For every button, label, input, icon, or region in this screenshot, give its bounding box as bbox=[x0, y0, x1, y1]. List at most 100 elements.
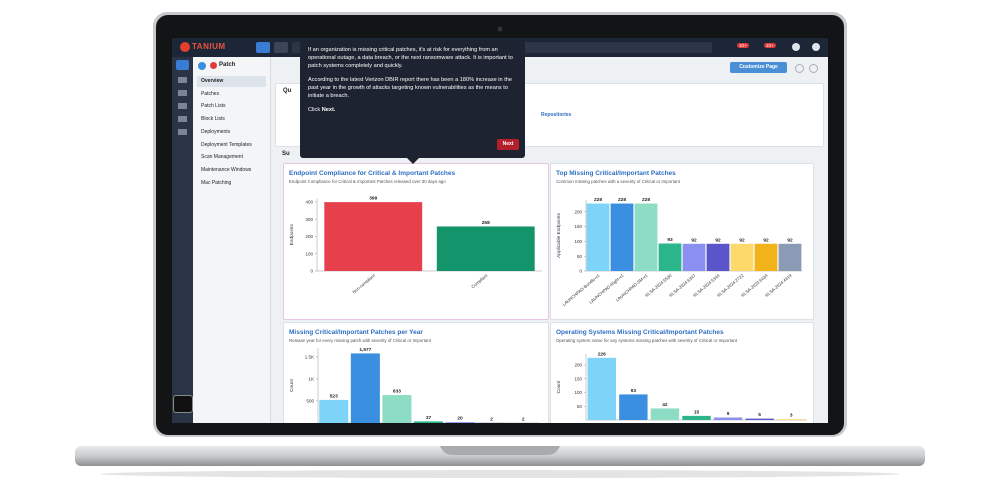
y-tick-label: 400 bbox=[305, 200, 313, 205]
chart-subtitle: Release year for every missing patch wit… bbox=[289, 338, 432, 343]
bar bbox=[730, 243, 754, 271]
y-axis-label: Applicable Endpoints bbox=[556, 213, 562, 258]
bar bbox=[777, 419, 806, 420]
tooltip-emphasis: Next. bbox=[321, 107, 336, 113]
chart-title: Endpoint Compliance for Critical & Impor… bbox=[289, 170, 456, 177]
nav-item[interactable]: Patches bbox=[201, 90, 220, 97]
rail-icon[interactable] bbox=[178, 77, 187, 83]
y-tick-label: 50 bbox=[577, 404, 583, 409]
value-label: 3 bbox=[790, 413, 793, 419]
bar bbox=[745, 418, 774, 420]
value-label: 92 bbox=[763, 237, 769, 243]
y-axis-label: Count bbox=[289, 378, 295, 391]
customize-button[interactable]: Customize Page bbox=[730, 62, 787, 73]
chart: Missing Critical/Important Patches per Y… bbox=[289, 329, 539, 423]
chart-title: Operating Systems Missing Critical/Impor… bbox=[556, 329, 724, 336]
section-title: Qu bbox=[283, 88, 292, 94]
value-label: 9 bbox=[727, 411, 730, 417]
module-title: Patch bbox=[219, 62, 236, 68]
chart-title: Top Missing Critical/Important Patches bbox=[556, 170, 676, 177]
y-tick-label: 150 bbox=[574, 224, 582, 229]
y-tick-label: 100 bbox=[574, 390, 582, 395]
y-tick-label: 50 bbox=[577, 254, 583, 259]
bar bbox=[658, 243, 682, 271]
screen: TANIUM 10+ 10+ Patch Overview Patches Patc… bbox=[172, 38, 828, 423]
rail-icon[interactable] bbox=[178, 116, 187, 122]
y-axis-label: Count bbox=[556, 380, 562, 393]
value-label: 92 bbox=[715, 237, 721, 243]
badge[interactable]: 10+ bbox=[737, 43, 749, 48]
quick-link[interactable]: Repositories bbox=[541, 112, 572, 118]
y-tick-label: 0 bbox=[579, 269, 582, 274]
nav-item[interactable]: Maintenance Windows bbox=[201, 166, 252, 173]
bar bbox=[413, 421, 444, 423]
bar bbox=[436, 226, 535, 271]
value-label: 523 bbox=[330, 393, 338, 399]
settings-button[interactable] bbox=[256, 42, 270, 53]
value-label: 2 bbox=[522, 416, 525, 422]
tooltip-text: Click bbox=[308, 107, 321, 113]
value-label: 228 bbox=[642, 197, 650, 203]
value-label: 2 bbox=[490, 416, 493, 422]
chart-subtitle: Common missing patches with a severity o… bbox=[556, 179, 681, 184]
y-tick-label: 100 bbox=[574, 239, 582, 244]
bar bbox=[382, 395, 412, 423]
chart-card: Operating Systems Missing Critical/Impor… bbox=[550, 322, 814, 423]
bar bbox=[713, 417, 743, 420]
x-tick-label: RLSA-2024:4419 bbox=[764, 273, 793, 298]
y-tick-label: 1.5K bbox=[305, 354, 314, 359]
rail-icon[interactable] bbox=[176, 60, 189, 70]
logo: TANIUM bbox=[192, 42, 226, 51]
rail-icon[interactable] bbox=[178, 103, 187, 109]
camera bbox=[497, 26, 503, 32]
value-label: 93 bbox=[667, 237, 673, 243]
bar bbox=[634, 203, 658, 271]
nav-item[interactable]: Deployment Templates bbox=[201, 141, 252, 148]
base bbox=[75, 446, 925, 466]
bar bbox=[682, 243, 706, 271]
bar bbox=[619, 394, 648, 420]
x-tick-label: Non-compliant bbox=[351, 272, 376, 294]
value-label: 226 bbox=[598, 351, 606, 357]
tour-tooltip: If an organization is missing critical p… bbox=[300, 40, 525, 158]
nav-item[interactable]: Patch Lists bbox=[201, 103, 226, 110]
nav-item[interactable]: Mac Patching bbox=[201, 179, 232, 186]
x-tick-label: Compliant bbox=[470, 272, 489, 289]
y-tick-label: 100 bbox=[305, 251, 313, 256]
bar bbox=[319, 399, 349, 423]
y-tick-label: 1K bbox=[308, 376, 314, 381]
user-icon[interactable] bbox=[812, 43, 820, 51]
chart: Endpoint Compliance for Critical & Impor… bbox=[289, 170, 542, 295]
value-label: 92 bbox=[787, 237, 793, 243]
nav-item[interactable]: Block Lists bbox=[201, 116, 225, 123]
bar bbox=[682, 415, 711, 420]
menu-toggle[interactable] bbox=[173, 395, 193, 413]
nav-item[interactable]: Scan Management bbox=[201, 154, 243, 161]
value-label: 228 bbox=[618, 197, 626, 203]
help-button[interactable] bbox=[274, 42, 288, 53]
notch bbox=[440, 446, 560, 455]
icon-rail bbox=[172, 57, 193, 423]
next-button[interactable]: Next bbox=[497, 139, 519, 150]
chart-card: Endpoint Compliance for Critical & Impor… bbox=[283, 163, 549, 320]
tooltip-arrow bbox=[406, 157, 420, 164]
bar bbox=[587, 357, 616, 420]
bar bbox=[586, 203, 610, 271]
help-icon[interactable] bbox=[792, 43, 800, 51]
y-tick-label: 200 bbox=[574, 363, 582, 368]
y-axis-label: Endpoints bbox=[289, 223, 295, 245]
nav-item[interactable]: Overview bbox=[197, 76, 266, 87]
info-icon[interactable] bbox=[809, 64, 818, 73]
rail-icon[interactable] bbox=[178, 90, 187, 96]
badge[interactable]: 10+ bbox=[764, 43, 776, 48]
nav-item[interactable]: Deployments bbox=[201, 128, 231, 135]
bar bbox=[350, 353, 380, 423]
bar bbox=[778, 243, 802, 271]
value-label: 42 bbox=[662, 402, 668, 408]
rail-icon[interactable] bbox=[178, 129, 187, 135]
settings-icon[interactable] bbox=[795, 64, 804, 73]
shadow bbox=[100, 470, 900, 478]
y-tick-label: 200 bbox=[305, 234, 313, 239]
bar bbox=[610, 203, 634, 271]
